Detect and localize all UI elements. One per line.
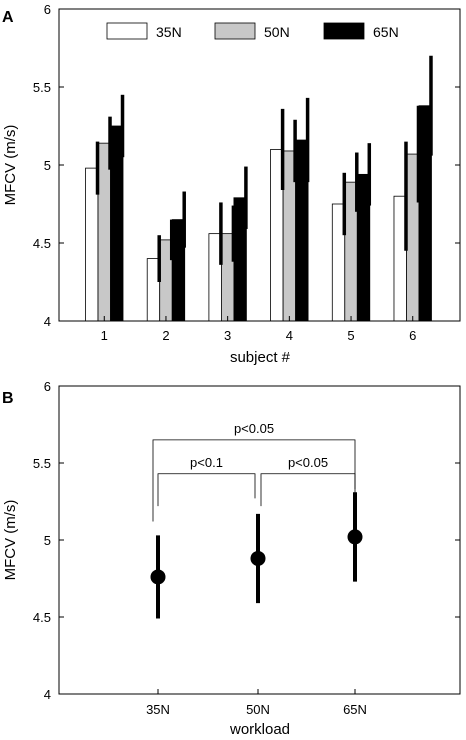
x-tick-label: 4 [286, 328, 293, 343]
y-tick-label: 6 [44, 379, 51, 394]
y-tick-label: 5 [44, 158, 51, 173]
y-tick-label: 4 [44, 314, 51, 329]
y-tick-label: 5.5 [33, 80, 51, 95]
panel-a-y-axis-label: MFCV (m/s) [2, 125, 19, 206]
legend-swatch-35N [106, 22, 148, 40]
data-point-65N [347, 529, 363, 545]
y-tick-label: 4.5 [33, 236, 51, 251]
bar-50N-subject-1 [97, 142, 111, 322]
panel-a-x-axis-label: subject # [230, 349, 291, 366]
panel-b-label: B [2, 390, 14, 407]
panel-b-y-axis-label: MFCV (m/s) [2, 500, 19, 581]
significance-bracket [157, 473, 256, 507]
panel-b-point-chart: B 44.555.56 35N 50N 65N p<0.05p<0.1 p<0.05 … [2, 379, 461, 738]
panel-a-legend: 35N 50N 65N [106, 22, 399, 40]
x-tick-label: 50N [246, 702, 270, 717]
y-tick-label: 5.5 [33, 456, 51, 471]
significance-label: p<0.05 [288, 455, 328, 470]
x-tick-label: 65N [343, 702, 367, 717]
significance-label: p<0.05 [234, 421, 274, 436]
x-tick-label: 3 [224, 328, 231, 343]
x-tick-label: 6 [409, 328, 416, 343]
y-tick-label: 4.5 [33, 610, 51, 625]
significance-label: p<0.1 [190, 455, 223, 470]
y-tick-label: 5 [44, 533, 51, 548]
x-tick-label: 2 [162, 328, 169, 343]
legend-label-65N: 65N [373, 24, 399, 40]
panel-a-label: A [2, 9, 14, 26]
legend-label-35N: 35N [156, 24, 182, 40]
data-point-50N [250, 550, 266, 566]
x-tick-label: 35N [146, 702, 170, 717]
legend-label-50N: 50N [264, 24, 290, 40]
legend-swatch-50N [214, 22, 256, 40]
data-point-35N [150, 569, 166, 585]
x-tick-label: 5 [347, 328, 354, 343]
x-tick-label: 1 [101, 328, 108, 343]
panel-b-x-axis-label: workload [229, 721, 290, 738]
legend-swatch-65N [323, 22, 365, 40]
y-tick-label: 6 [44, 2, 51, 17]
significance-bracket [260, 473, 356, 507]
y-tick-label: 4 [44, 687, 51, 702]
significance-bracket [152, 439, 356, 522]
